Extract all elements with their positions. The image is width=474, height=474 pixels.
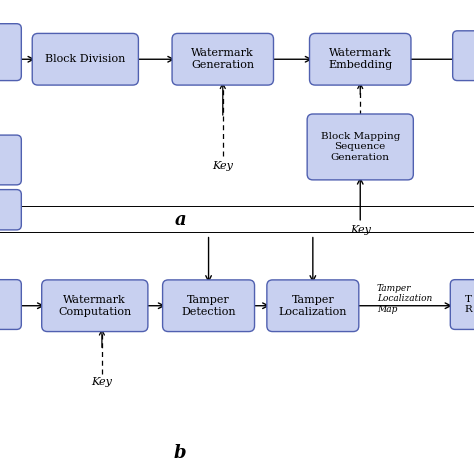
- FancyBboxPatch shape: [0, 280, 21, 329]
- FancyBboxPatch shape: [172, 34, 273, 85]
- Text: Watermark
Embedding: Watermark Embedding: [328, 48, 392, 70]
- FancyBboxPatch shape: [42, 280, 148, 332]
- FancyBboxPatch shape: [310, 34, 411, 85]
- FancyBboxPatch shape: [0, 190, 21, 230]
- Text: Watermark
Generation: Watermark Generation: [191, 48, 255, 70]
- Text: Tamper
Localization: Tamper Localization: [279, 295, 347, 317]
- Text: Block Mapping
Sequence
Generation: Block Mapping Sequence Generation: [320, 132, 400, 162]
- FancyBboxPatch shape: [0, 135, 21, 185]
- Text: T
R: T R: [464, 295, 472, 314]
- FancyBboxPatch shape: [32, 34, 138, 85]
- Text: Watermark
Computation: Watermark Computation: [58, 295, 131, 317]
- Text: Key: Key: [350, 225, 371, 235]
- Text: Key: Key: [91, 377, 112, 387]
- FancyBboxPatch shape: [0, 24, 21, 81]
- Text: Tamper
Localization
Map: Tamper Localization Map: [377, 284, 432, 313]
- Text: Tamper
Detection: Tamper Detection: [181, 295, 236, 317]
- FancyBboxPatch shape: [450, 280, 474, 329]
- Text: Key: Key: [212, 161, 233, 171]
- FancyBboxPatch shape: [453, 31, 474, 81]
- Text: Block Division: Block Division: [45, 54, 126, 64]
- FancyBboxPatch shape: [307, 114, 413, 180]
- Text: b: b: [174, 444, 186, 462]
- Text: a: a: [174, 211, 186, 229]
- FancyBboxPatch shape: [163, 280, 255, 332]
- FancyBboxPatch shape: [267, 280, 359, 332]
